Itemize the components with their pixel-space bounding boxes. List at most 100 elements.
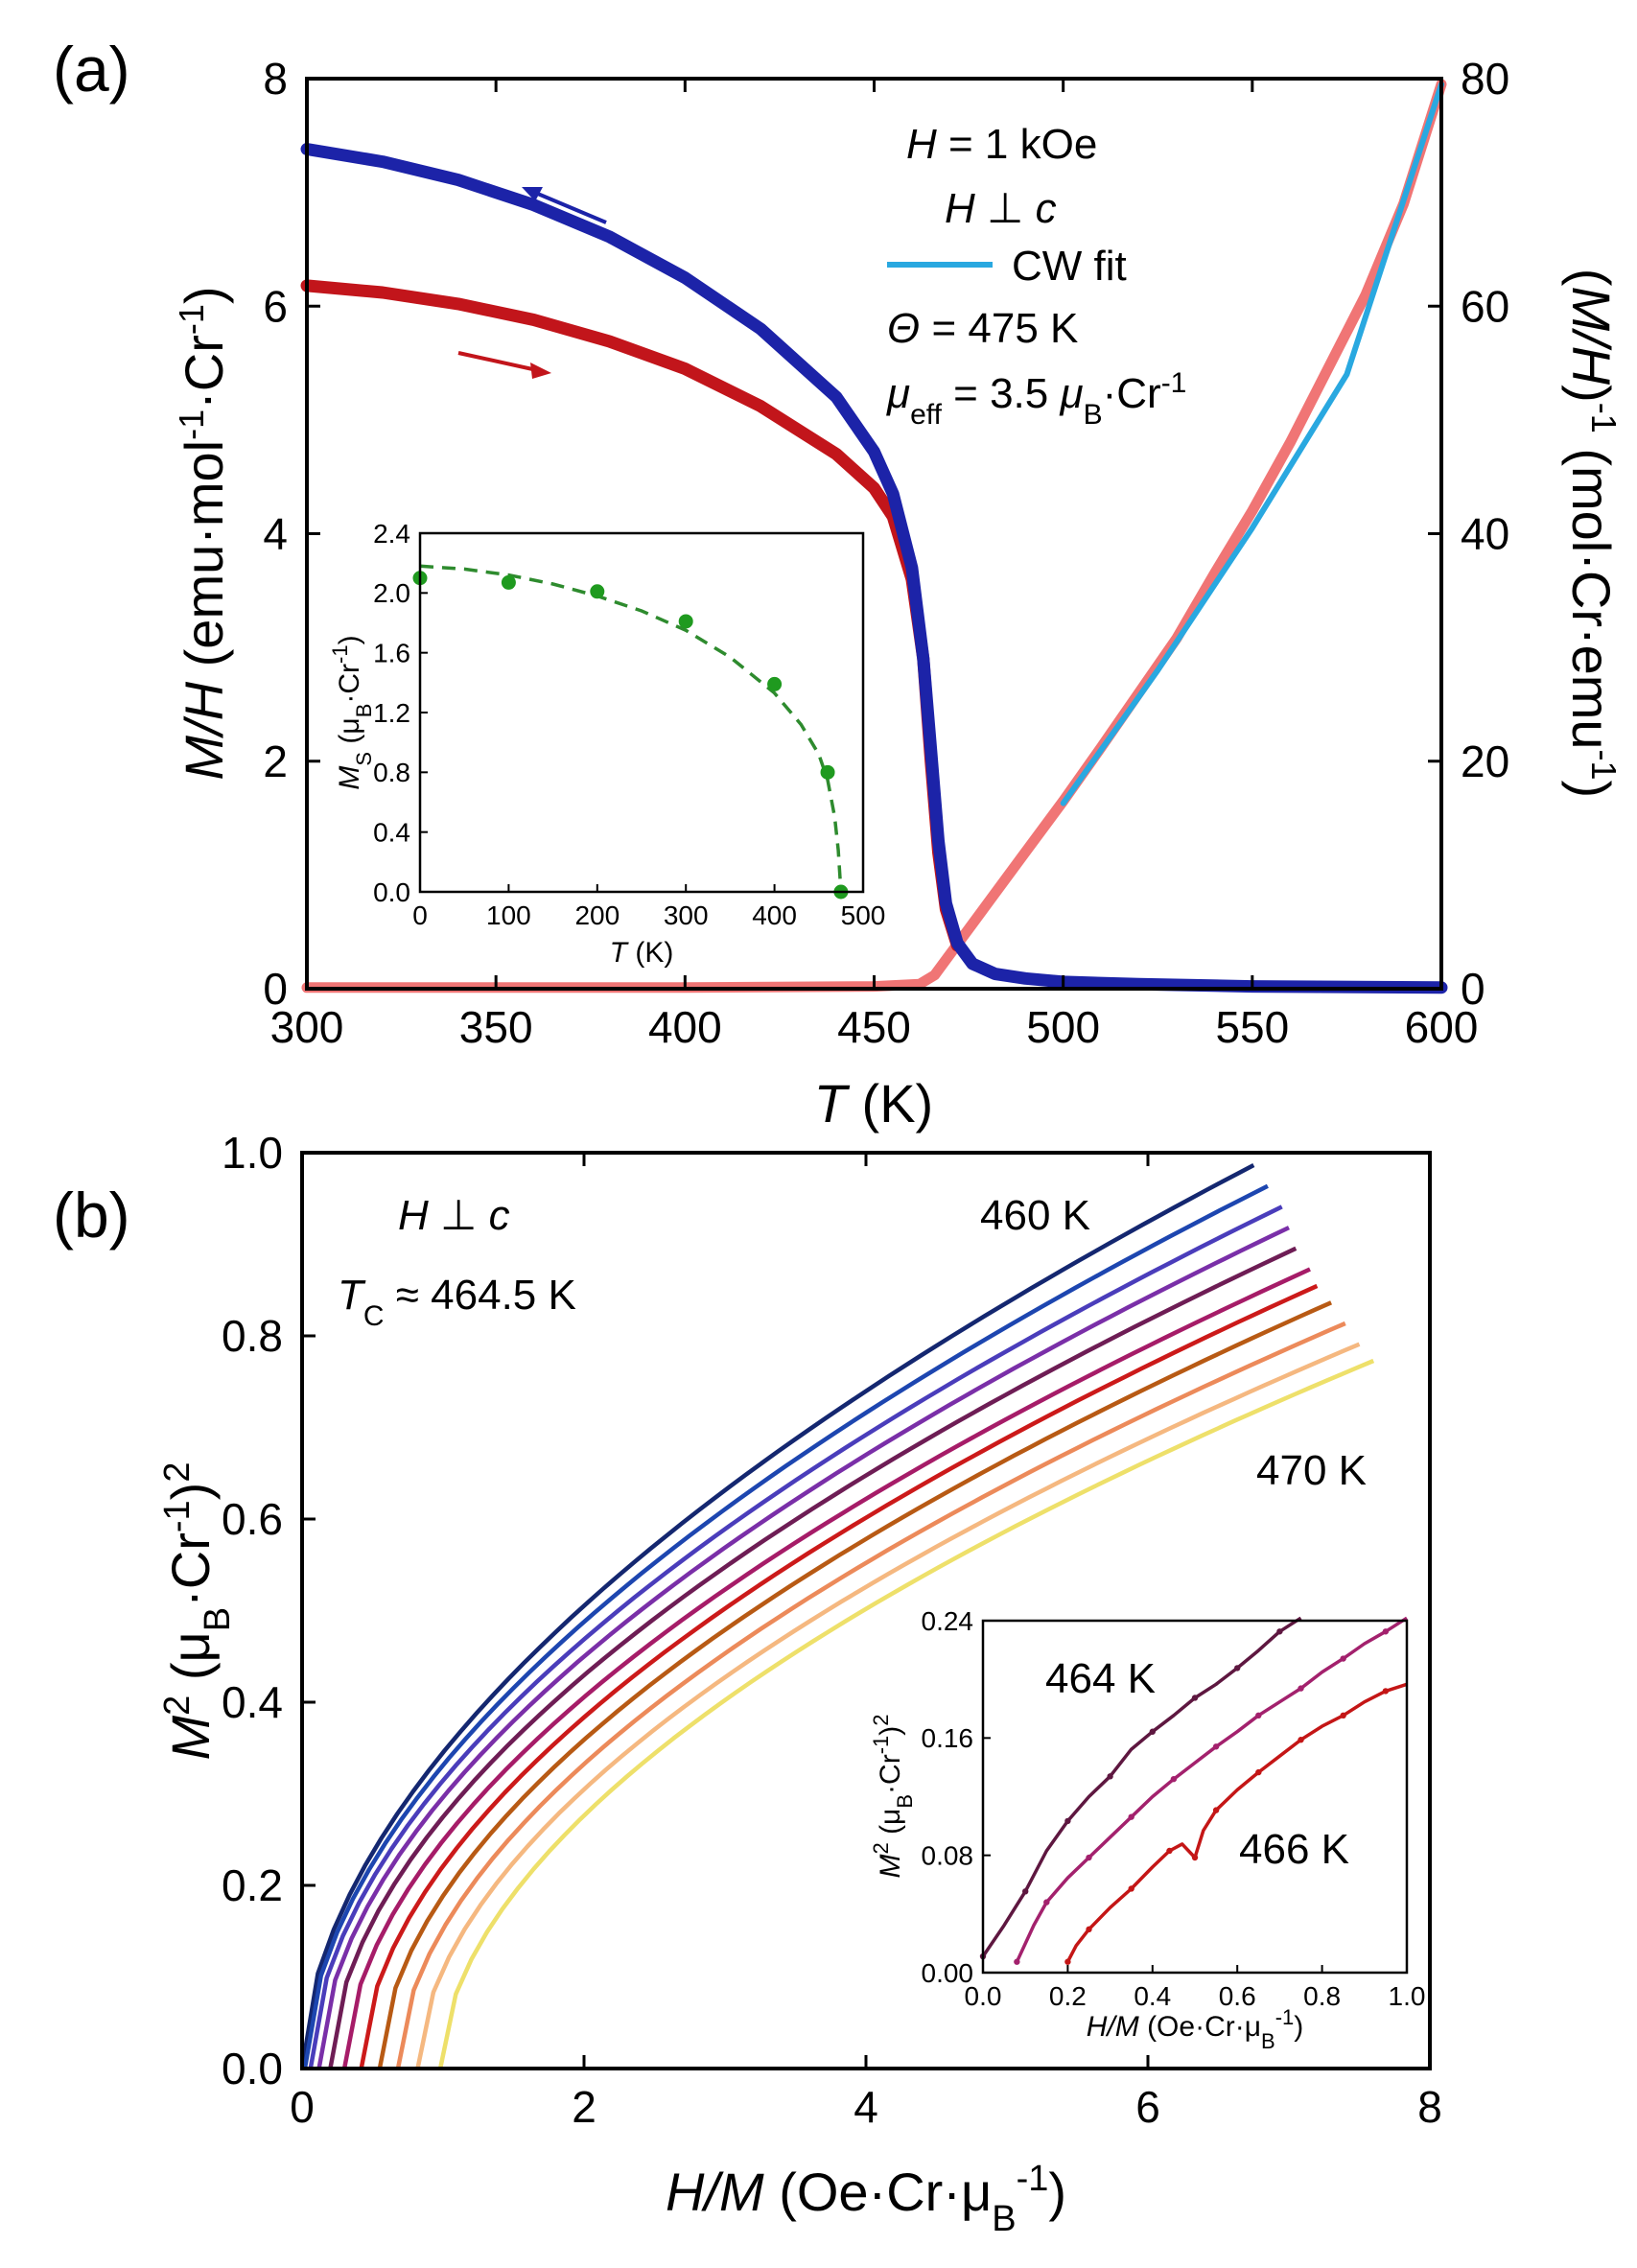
b-x-tick-label: 4 [854, 2082, 878, 2132]
cw-fit-legend-label: CW fit [1012, 243, 1127, 290]
mm-series-2 [308, 1204, 1283, 2069]
inset-b-point [1340, 1655, 1346, 1662]
panel-a-inset-ticks: 0 100 200 300 400 500 0.0 0.4 0.8 1.2 1.6 2.0 2.4 [373, 519, 885, 930]
annotation-mu-eff: μeff = 3.5 μB·Cr-1 [886, 367, 1186, 431]
b-x-tick-label: 2 [572, 2082, 596, 2132]
inset-b-point [1340, 1712, 1346, 1719]
ia-y-tick-label: 1.2 [373, 698, 410, 728]
inset-b-point [1212, 1743, 1220, 1750]
mm-series-3 [316, 1226, 1290, 2069]
inset-b-point [1191, 1695, 1199, 1701]
inset-a-point [590, 584, 605, 599]
b-y-tick-label: 0.6 [222, 1494, 283, 1544]
a-y-tick-label: 4 [263, 509, 288, 559]
inset-b-point [1064, 1817, 1071, 1825]
inset-b-point [1166, 1847, 1173, 1855]
ia-y-tick-label: 2.4 [373, 519, 410, 549]
ia-y-tick-label: 0.4 [373, 817, 410, 847]
a-y-tick-label: 8 [263, 54, 288, 104]
b-y-tick-label: 0.0 [222, 2044, 283, 2093]
panel-a-x-title: T (K) [814, 1073, 933, 1134]
panel-b-ticks: 0 2 4 6 8 0.0 0.2 0.4 0.6 0.8 1.0 [222, 1128, 1442, 2132]
ia-x-tick-label: 100 [486, 900, 531, 930]
inset-a-point [767, 676, 783, 691]
ia-x-tick-label: 400 [752, 900, 797, 930]
b-y-tick-label: 0.4 [222, 1677, 283, 1727]
mm-series-7 [377, 1300, 1333, 2069]
annotation-field: H = 1 kOe [906, 121, 1097, 168]
inset-b-series-2 [1065, 1682, 1408, 1963]
a-x-tick-label: 400 [648, 1002, 722, 1052]
a-right-y-tick-label: 20 [1461, 737, 1509, 786]
a-y-tick-label: 0 [263, 964, 288, 1014]
b-y-tick-label: 1.0 [222, 1128, 283, 1178]
a-x-tick-label: 350 [459, 1002, 533, 1052]
panel-label-b: (b) [53, 1180, 130, 1251]
inset-b-y-title: M2 (μB·Cr-1)2 [869, 1714, 917, 1878]
panel-b-chart: 0 2 4 6 8 0.0 0.2 0.4 0.6 0.8 1.0 H/M (Oe·Cr·μB-1)… [157, 1128, 1442, 2239]
a-x-tick-label: 600 [1405, 1002, 1479, 1052]
a-x-tick-label: 500 [1026, 1002, 1100, 1052]
inset-b-point [1382, 1688, 1390, 1695]
inset-a-fit-line [419, 564, 843, 893]
inset-b-series-1 [1015, 1616, 1408, 1963]
mm-series-9 [415, 1342, 1361, 2069]
panel-b-inset-series [979, 1616, 1408, 1965]
cooling-arrow [522, 187, 607, 224]
mm-series-8 [395, 1321, 1346, 2069]
a-right-y-tick-label: 60 [1461, 281, 1509, 331]
b-y-tick-label: 0.8 [222, 1311, 283, 1361]
inset-b-point [1255, 1712, 1262, 1719]
ib-y-tick-label: 0.16 [922, 1723, 974, 1753]
a-right-y-tick-label: 80 [1461, 54, 1509, 104]
ia-x-tick-label: 500 [841, 900, 886, 930]
a-y-tick-label: 6 [263, 281, 288, 331]
annotation-orientation-a: H ⊥ c [945, 185, 1057, 232]
warming-arrow [457, 351, 551, 379]
ia-y-tick-label: 2.0 [373, 578, 410, 608]
ib-x-tick-label: 0.6 [1219, 1981, 1256, 2011]
series-line-3 [1060, 81, 1444, 807]
ia-y-tick-label: 0.8 [373, 758, 410, 787]
b-x-tick-label: 0 [290, 2082, 315, 2132]
ib-x-tick-label: 0.2 [1049, 1981, 1087, 2011]
ia-y-tick-label: 1.6 [373, 638, 410, 667]
inset-a-point [501, 574, 516, 590]
inset-b-point [1234, 1665, 1241, 1672]
inset-label-464k: 464 K [1045, 1655, 1156, 1702]
inset-b-point [1212, 1807, 1220, 1813]
b-y-tick-label: 0.2 [222, 1860, 283, 1910]
b-x-tick-label: 6 [1135, 2082, 1160, 2132]
inset-b-point [1128, 1813, 1134, 1820]
inset-b-point [1107, 1773, 1113, 1780]
ia-x-tick-label: 0 [412, 900, 428, 930]
panel-label-a: (a) [53, 34, 130, 105]
inset-b-point [1149, 1728, 1157, 1735]
panel-b-x-title: H/M (Oe·Cr·μB-1) [666, 2159, 1066, 2239]
mm-series-0 [299, 1163, 1255, 2069]
mm-series-5 [341, 1267, 1311, 2069]
b-x-tick-label: 8 [1417, 2082, 1442, 2132]
ib-y-tick-label: 0.00 [922, 1958, 974, 1988]
ib-x-tick-label: 0.4 [1134, 1981, 1171, 2011]
panel-b-y-title: M2 (μB·Cr-1)2 [157, 1462, 238, 1761]
mm-series-6 [359, 1283, 1319, 2069]
inset-b-point [1086, 1854, 1092, 1861]
a-x-tick-label: 450 [837, 1002, 911, 1052]
panel-b-series [299, 1163, 1375, 2069]
ib-x-tick-label: 0.8 [1303, 1981, 1341, 2011]
annotation-tc: TC ≈ 464.5 K [338, 1272, 576, 1332]
ia-x-tick-label: 200 [574, 900, 620, 930]
mm-series-10 [437, 1358, 1375, 2069]
inset-b-point [1064, 1958, 1071, 1965]
inset-b-point [1086, 1926, 1092, 1933]
ib-y-tick-label: 0.08 [922, 1840, 974, 1870]
series-line-0 [300, 143, 1448, 994]
inset-b-point [1298, 1685, 1304, 1692]
ib-x-tick-label: 1.0 [1389, 1981, 1426, 2011]
inset-b-point [1382, 1628, 1390, 1635]
inset-b-series-0 [981, 1616, 1302, 1958]
